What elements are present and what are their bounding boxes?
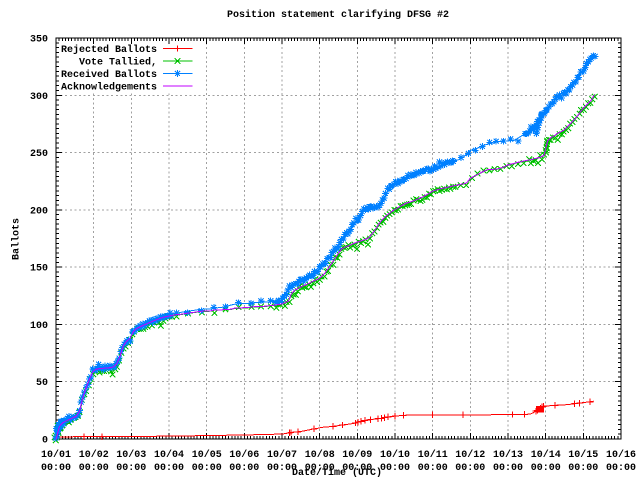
svg-text:00:00: 00:00 (267, 463, 297, 474)
svg-text:10/09: 10/09 (342, 449, 372, 461)
svg-text:10/10: 10/10 (380, 449, 410, 461)
svg-text:00:00: 00:00 (154, 463, 184, 474)
svg-text:10/06: 10/06 (229, 449, 259, 461)
svg-text:00:00: 00:00 (229, 463, 259, 474)
svg-text:10/04: 10/04 (154, 449, 184, 461)
svg-text:00:00: 00:00 (41, 463, 71, 474)
svg-text:00:00: 00:00 (305, 463, 335, 474)
svg-text:300: 300 (30, 92, 48, 103)
svg-text:150: 150 (30, 264, 48, 275)
svg-text:00:00: 00:00 (79, 463, 109, 474)
svg-text:Date/Time (UTC): Date/Time (UTC) (292, 467, 382, 479)
svg-text:50: 50 (36, 378, 48, 389)
svg-text:100: 100 (30, 321, 48, 332)
svg-text:00:00: 00:00 (531, 463, 561, 474)
svg-text:10/15: 10/15 (568, 449, 598, 461)
svg-text:10/07: 10/07 (267, 449, 297, 461)
svg-text:Position statement clarifying: Position statement clarifying DFSG #2 (227, 9, 449, 21)
svg-text:Acknowledgements: Acknowledgements (61, 82, 157, 94)
svg-text:00:00: 00:00 (455, 463, 485, 474)
svg-text:Rejected Ballots: Rejected Ballots (61, 44, 157, 56)
svg-text:Ballots: Ballots (11, 218, 23, 260)
svg-text:250: 250 (30, 149, 48, 160)
svg-text:10/12: 10/12 (455, 449, 485, 461)
svg-text:00:00: 00:00 (116, 463, 146, 474)
svg-text:200: 200 (30, 206, 48, 217)
svg-text:00:00: 00:00 (192, 463, 222, 474)
svg-text:10/14: 10/14 (531, 449, 561, 461)
svg-text:10/16: 10/16 (606, 449, 636, 461)
svg-text:00:00: 00:00 (380, 463, 410, 474)
svg-text:10/08: 10/08 (305, 449, 335, 461)
svg-text:00:00: 00:00 (493, 463, 523, 474)
svg-text:10/03: 10/03 (116, 449, 146, 461)
svg-text:10/05: 10/05 (192, 449, 222, 461)
svg-text:00:00: 00:00 (568, 463, 598, 474)
svg-text:10/11: 10/11 (418, 449, 448, 461)
svg-text:10/02: 10/02 (79, 449, 109, 461)
svg-text:00:00: 00:00 (418, 463, 448, 474)
svg-text:00:00: 00:00 (606, 463, 636, 474)
svg-text:10/13: 10/13 (493, 449, 523, 461)
svg-text:10/01: 10/01 (41, 449, 71, 461)
svg-text:00:00: 00:00 (342, 463, 372, 474)
svg-text:0: 0 (42, 436, 48, 447)
svg-text:Vote Tallied,: Vote Tallied, (79, 57, 157, 69)
svg-text:350: 350 (30, 35, 48, 46)
svg-text:Received Ballots: Received Ballots (61, 69, 157, 81)
